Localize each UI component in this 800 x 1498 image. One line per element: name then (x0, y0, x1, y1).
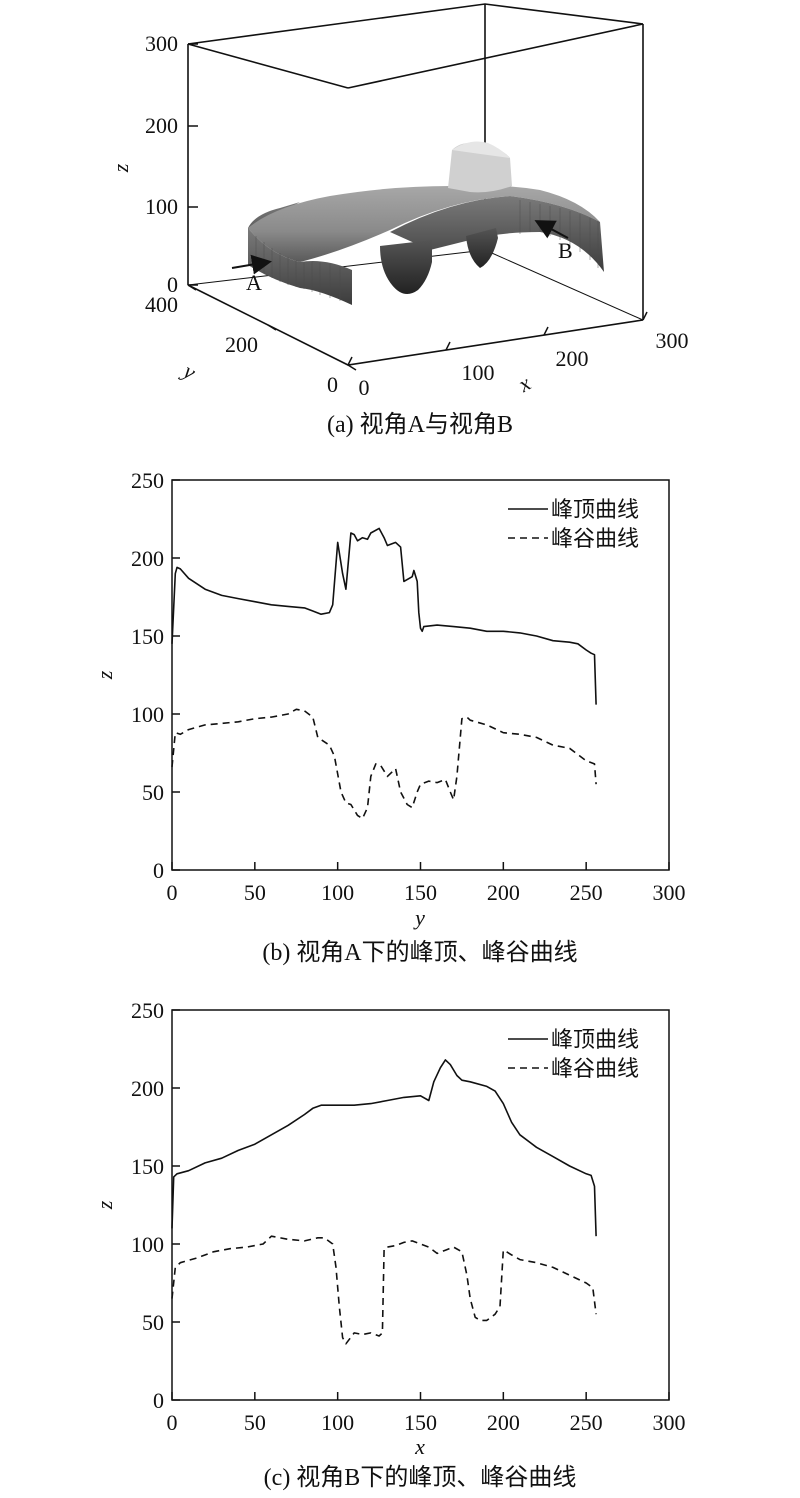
y-tick-label: 400 (145, 292, 178, 317)
series-line-peak (171, 1059, 597, 1237)
x-axis-label: x (414, 1434, 425, 1459)
caption-b: (b) 视角A下的峰顶、峰谷曲线 (262, 939, 577, 966)
x-tick-label: 200 (487, 1410, 520, 1435)
x-tick-label: 0 (167, 880, 178, 905)
y-tick-label: 150 (131, 1154, 164, 1179)
x-tick-label: 100 (462, 360, 495, 385)
z-tick-label: 300 (145, 31, 178, 56)
x-ticks: 0 50 100 150 200 250 300 (167, 1392, 686, 1435)
x-axis-label: x (513, 370, 535, 397)
panel-a: 300 200 100 0 z 400 200 0 y 0 100 200 30… (0, 0, 800, 450)
legend-label-peak: 峰顶曲线 (551, 1028, 639, 1053)
line-chart-b: 0 50 100 150 200 250 300 0 50 100 150 200 250 峰顶曲线 … (92, 468, 686, 966)
y-ticks: 0 50 100 150 200 250 (131, 998, 180, 1413)
series-group (171, 527, 597, 820)
z-tick-label: 0 (167, 272, 178, 297)
y-tick-label: 50 (142, 780, 164, 805)
caption-a: (a) 视角A与视角B (327, 411, 513, 438)
legend-label-valley: 峰谷曲线 (551, 1057, 639, 1082)
y-axis-ticks (187, 284, 357, 371)
x-tick-label: 250 (570, 1410, 603, 1435)
y-ticks: 0 50 100 150 200 250 (131, 468, 180, 883)
z-axis-label: z (108, 163, 133, 173)
series-line-valley (171, 708, 597, 820)
panel-b: 0 50 100 150 200 250 300 0 50 100 150 200 250 峰顶曲线 … (0, 450, 800, 980)
z-tick-label: 200 (145, 113, 178, 138)
arrow-a (231, 254, 272, 275)
caption-c: (c) 视角B下的峰顶、峰谷曲线 (264, 1464, 577, 1491)
x-tick-label: 300 (653, 1410, 686, 1435)
series-group (171, 1059, 597, 1345)
x-tick-label: 100 (321, 1410, 354, 1435)
x-tick-label: 50 (244, 1410, 266, 1435)
x-tick-label: 250 (570, 880, 603, 905)
x-tick-label: 200 (487, 880, 520, 905)
y-tick-label: 250 (131, 998, 164, 1023)
series-line-valley (171, 1235, 597, 1345)
x-tick-label: 150 (404, 880, 437, 905)
y-tick-label: 50 (142, 1310, 164, 1335)
y-tick-label: 150 (131, 624, 164, 649)
y-tick-label: 250 (131, 468, 164, 493)
x-axis-ticks (347, 311, 648, 366)
x-axis-label: y (413, 905, 425, 930)
annotation-b: B (558, 238, 573, 263)
surface-plot: 300 200 100 0 z 400 200 0 y 0 100 200 30… (108, 3, 689, 438)
y-tick-label: 200 (225, 332, 258, 357)
x-tick-label: 300 (653, 880, 686, 905)
y-tick-label: 100 (131, 702, 164, 727)
x-tick-label: 200 (556, 346, 589, 371)
y-axis-label: z (92, 1200, 117, 1210)
x-tick-label: 0 (167, 1410, 178, 1435)
y-tick-label: 0 (327, 372, 338, 397)
legend-label-valley: 峰谷曲线 (551, 527, 639, 552)
legend: 峰顶曲线 峰谷曲线 (508, 498, 639, 552)
x-tick-label: 150 (404, 1410, 437, 1435)
y-tick-label: 200 (131, 1076, 164, 1101)
y-axis-label: y (178, 357, 201, 385)
x-ticks: 0 50 100 150 200 250 300 (167, 862, 686, 905)
legend: 峰顶曲线 峰谷曲线 (508, 1028, 639, 1082)
x-tick-label: 100 (321, 880, 354, 905)
z-axis-ticks (188, 43, 198, 286)
y-tick-label: 0 (153, 1388, 164, 1413)
box-frame (187, 3, 644, 366)
x-tick-label: 50 (244, 880, 266, 905)
y-tick-label: 100 (131, 1232, 164, 1257)
panel-c: 0 50 100 150 200 250 300 0 50 100 150 200 250 峰顶曲线 … (0, 980, 800, 1498)
line-chart-c: 0 50 100 150 200 250 300 0 50 100 150 200 250 峰顶曲线 … (92, 998, 686, 1491)
legend-label-peak: 峰顶曲线 (551, 498, 639, 523)
arrow-b (534, 220, 569, 239)
x-tick-label: 300 (656, 328, 689, 353)
y-tick-label: 200 (131, 546, 164, 571)
x-tick-label: 0 (359, 375, 370, 400)
y-tick-label: 0 (153, 858, 164, 883)
z-tick-label: 100 (145, 194, 178, 219)
surface (248, 141, 604, 305)
series-line-peak (171, 527, 597, 705)
annotation-a: A (246, 270, 262, 295)
y-axis-label: z (92, 670, 117, 680)
